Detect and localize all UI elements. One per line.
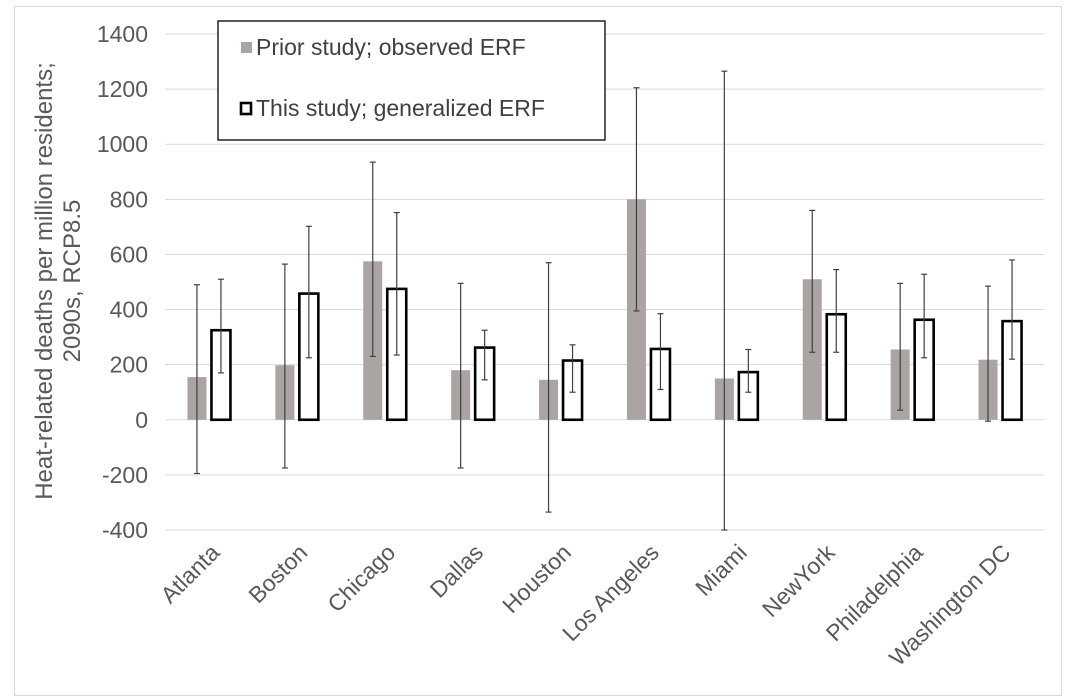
x-tick-label-chicago: Chicago xyxy=(322,539,400,617)
y-tick-label: 800 xyxy=(110,186,148,212)
error-bar-prior-study-observed-erf-atlanta xyxy=(193,284,200,475)
x-tick-label-dallas: Dallas xyxy=(425,539,489,603)
chart-frame xyxy=(14,6,1062,696)
y-tick-label: 0 xyxy=(135,407,148,433)
error-bar-this-study-generalized-erf-atlanta xyxy=(217,278,224,374)
error-bar-this-study-generalized-erf-newyork xyxy=(833,269,840,353)
error-bar-this-study-generalized-erf-washington-dc xyxy=(1009,259,1016,360)
y-tick-label: 400 xyxy=(110,297,148,323)
error-bar-prior-study-observed-erf-miami xyxy=(721,70,728,531)
x-tick-label-houston: Houston xyxy=(497,539,576,618)
y-tick-label: 1200 xyxy=(97,76,148,102)
error-bar-prior-study-observed-erf-boston xyxy=(281,263,288,469)
error-bars xyxy=(193,70,1016,531)
error-bar-prior-study-observed-erf-dallas xyxy=(457,282,464,469)
legend-box xyxy=(217,20,606,141)
bars xyxy=(187,199,1023,422)
legend-entry-this-study: This study; generalized ERF xyxy=(256,95,545,121)
legend: Prior study; observed ERF This study; ge… xyxy=(217,20,606,141)
y-tick-label: 1400 xyxy=(97,21,148,47)
error-bar-prior-study-observed-erf-washington-dc xyxy=(985,285,992,422)
error-bar-prior-study-observed-erf-philadelphia xyxy=(897,282,904,411)
x-tick-label-atlanta: Atlanta xyxy=(155,539,224,608)
error-bar-prior-study-observed-erf-houston xyxy=(545,262,552,513)
error-bar-this-study-generalized-erf-miami xyxy=(745,348,752,393)
y-tick-label: -400 xyxy=(102,517,148,543)
error-bar-prior-study-observed-erf-los-angeles xyxy=(633,87,640,312)
error-bar-prior-study-observed-erf-chicago xyxy=(369,161,376,357)
y-tick-label: -200 xyxy=(102,462,148,488)
x-tick-label-boston: Boston xyxy=(243,539,312,608)
error-bar-this-study-generalized-erf-philadelphia xyxy=(921,273,928,359)
error-bar-this-study-generalized-erf-boston xyxy=(305,225,312,359)
y-axis-title-line: 2090s, RCP8.5 xyxy=(59,200,86,363)
error-bar-prior-study-observed-erf-newyork xyxy=(809,209,816,353)
y-axis-title: Heat-related deaths per million resident… xyxy=(31,62,86,500)
y-tick-label: 600 xyxy=(110,241,148,267)
legend-swatch-prior-study xyxy=(241,42,252,53)
legend-entry-prior-study: Prior study; observed ERF xyxy=(256,34,526,60)
x-tick-label-newyork: NewYork xyxy=(757,539,840,622)
y-tick-label: 200 xyxy=(110,352,148,378)
error-bar-this-study-generalized-erf-houston xyxy=(569,344,576,393)
error-bar-this-study-generalized-erf-dallas xyxy=(481,329,488,381)
legend-swatch-this-study xyxy=(239,101,253,116)
error-bar-this-study-generalized-erf-los-angeles xyxy=(657,313,664,391)
y-tick-labels: -400 -200 0 200 400 600 800 1000 1200 1400 xyxy=(97,21,148,543)
error-bar-this-study-generalized-erf-chicago xyxy=(393,211,400,356)
x-tick-label-miami: Miami xyxy=(690,539,752,601)
y-axis-title-line: Heat-related deaths per million resident… xyxy=(31,62,58,500)
y-tick-label: 1000 xyxy=(97,131,148,157)
